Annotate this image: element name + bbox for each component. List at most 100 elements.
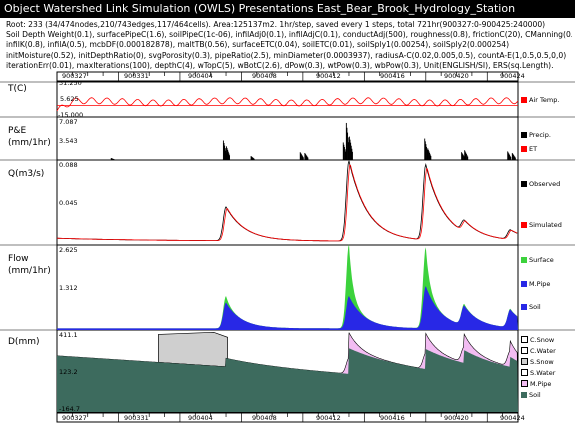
x-tick-label: 900416 (380, 414, 405, 422)
precip-bar (348, 142, 350, 160)
precip-bar (509, 154, 510, 160)
precip-bar (300, 153, 302, 160)
precip-bar (253, 158, 254, 160)
precip-bar (425, 144, 427, 160)
precip-bar (111, 158, 113, 160)
swatch-white-icon (521, 347, 528, 354)
x-tick-label: 900327 (62, 414, 87, 422)
flow-panel-label: Flow (8, 254, 29, 264)
legend-mpipe: M.Pipe (521, 280, 550, 288)
precip-bar (228, 153, 230, 160)
precip-bar (426, 146, 428, 160)
info-line: initMoisture(0.52), initDepthRatio(0), s… (6, 50, 567, 60)
precip-bar (466, 154, 467, 160)
precip-bar (227, 149, 229, 160)
legend-surface: Surface (521, 256, 554, 264)
x-tick-label: 900420 (444, 72, 469, 80)
precip-bar (226, 148, 228, 160)
precip-bar (251, 157, 253, 160)
y-tick-label: 1.312 (59, 284, 78, 292)
x-tick-label: 900408 (252, 72, 277, 80)
x-tick-label: 900404 (188, 414, 213, 422)
legend-m-pipe: M.Pipe (521, 380, 551, 388)
precip-bar (350, 145, 352, 160)
swatch-white-icon (521, 336, 528, 343)
precip-bar (511, 152, 513, 160)
precip-bar (306, 155, 308, 160)
precip-bar (301, 154, 302, 160)
legend-s-water: S.Water (521, 369, 555, 377)
precip-bar (461, 153, 463, 160)
precip-bar (467, 156, 469, 160)
precip-bar (227, 151, 229, 160)
swatch-green-icon (521, 257, 527, 263)
precip-bar (507, 152, 509, 160)
precip-bar (428, 151, 430, 160)
x-tick-label: 900412 (316, 414, 341, 422)
precip-bar (509, 155, 511, 160)
precip-bar (464, 151, 466, 160)
precip-bar (301, 155, 303, 160)
simulated-line (57, 164, 518, 242)
precip-bar (514, 156, 516, 160)
precip-bar (342, 142, 344, 160)
depth-panel-label: D(mm) (8, 337, 40, 347)
swatch-black-icon (521, 181, 527, 187)
precip-bar (350, 142, 352, 160)
panel-frame-pe (56, 116, 519, 161)
precip-bar (351, 148, 353, 160)
info-line: Root: 233 (34/474nodes,210/743edges,117/… (6, 20, 546, 29)
precip-bar (344, 149, 346, 160)
parameter-info-block: Root: 233 (34/474nodes,210/743edges,117/… (6, 20, 572, 71)
precip-bar (508, 153, 510, 160)
precip-bar (462, 154, 464, 160)
precip-bar (345, 151, 347, 160)
precip-bar (223, 143, 225, 160)
precip-bar (512, 153, 514, 160)
precip-bar (466, 155, 468, 160)
y-tick-label: 123.2 (59, 368, 78, 376)
y-tick-label: -164.7 (59, 405, 80, 413)
y-tick-label: 0.088 (59, 161, 78, 169)
precip-bar (510, 156, 512, 160)
legend-c-snow: C.Snow (521, 336, 554, 344)
x-tick-label: 900404 (188, 72, 213, 80)
swatch-red-icon (521, 146, 527, 152)
window-title-bar: Object Watershed Link Simulation (OWLS) … (0, 0, 575, 18)
precip-bar (507, 151, 509, 160)
precip-bar (302, 157, 304, 160)
swatch-white-icon (521, 369, 528, 376)
precip-bar (429, 152, 431, 160)
precip-bar (426, 149, 428, 160)
swatch-pink-icon (521, 380, 528, 387)
precip-bar (252, 157, 254, 160)
precip-bar (347, 137, 349, 160)
y-tick-label: 31.250 (59, 79, 82, 87)
precip-bar (513, 154, 514, 160)
precip-bar (307, 157, 309, 160)
x-tick-label: 900331 (124, 414, 149, 422)
x-tick-label: 900424 (500, 414, 525, 422)
precip-bar (461, 152, 463, 160)
legend-air-temp: Air Temp. (521, 96, 559, 104)
precip-bar (347, 132, 349, 160)
y-tick-label: -15.000 (58, 111, 84, 119)
flow-panel-unit: (mm/1hr) (8, 266, 51, 276)
legend-soil: Soil (521, 303, 541, 311)
legend-c-water: C.Water (521, 347, 556, 355)
info-line: iterationErr(0.01), maxIterations(100), … (6, 60, 554, 70)
precip-bar (464, 150, 466, 160)
pe-panel-label: P&E (8, 126, 27, 136)
precip-bar (110, 158, 112, 160)
surface-snow-area (157, 331, 228, 368)
swatch-teal-icon (521, 392, 527, 398)
panel-frame-flow (56, 244, 519, 331)
precip-bar (427, 149, 429, 160)
x-tick-label: 900420 (444, 414, 469, 422)
precip-bar (463, 156, 465, 160)
x-tick-label: 900416 (380, 72, 405, 80)
legend-precip: Precip. (521, 131, 551, 139)
precip-bar (299, 152, 301, 160)
x-tick-label: 900424 (500, 72, 525, 80)
